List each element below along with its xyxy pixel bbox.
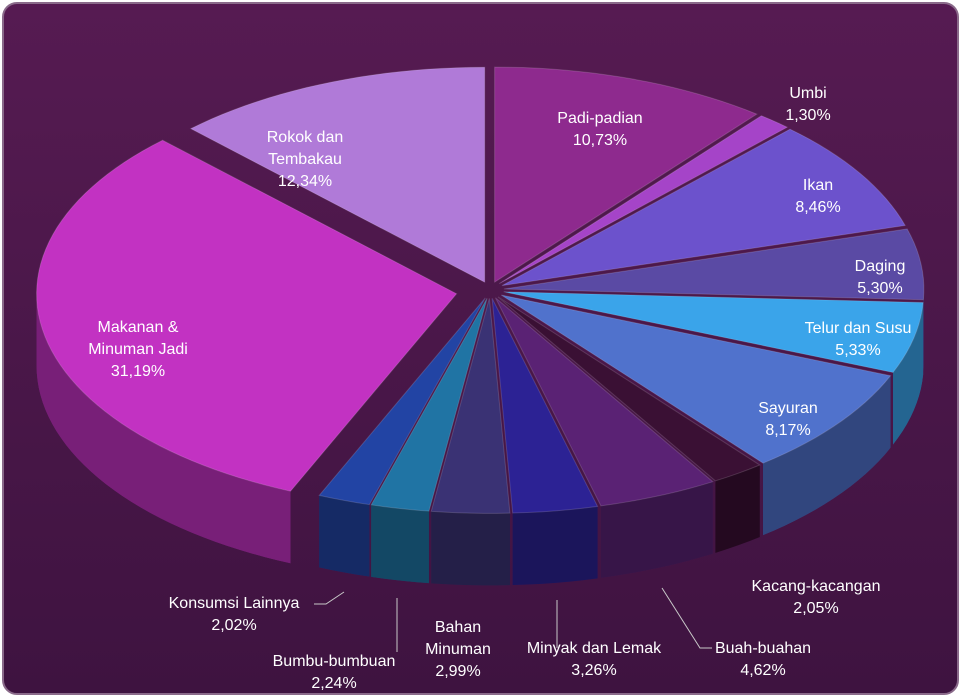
value-label: 2,02% [211, 617, 257, 634]
slice [498, 115, 789, 285]
data-label: Umbi 1,30% [785, 83, 830, 127]
slice-side [431, 511, 510, 586]
category-label: Ikan [802, 177, 834, 194]
data-label: Padi-padian 10,73% [557, 108, 642, 152]
leader-line [314, 591, 345, 605]
category-label: Kacang-kacangan [751, 578, 881, 595]
slice-side [923, 289, 924, 372]
slice-side [715, 465, 760, 553]
slice [500, 294, 892, 464]
leader-line [661, 587, 712, 649]
slice-side-shade [371, 504, 429, 584]
slice-side-shade [600, 481, 713, 578]
slice [36, 139, 458, 492]
slice [189, 66, 486, 284]
value-label: 31,19% [110, 363, 166, 380]
slice-side-shade [319, 495, 370, 577]
slice [503, 291, 924, 374]
data-label: Ikan 8,46% [795, 175, 840, 219]
value-label: 2,99% [435, 663, 481, 680]
slice-side [512, 506, 598, 586]
slice [370, 297, 488, 512]
category-label: Buah-buahan [714, 640, 812, 657]
category-label: Bumbu-bumbuan [272, 653, 396, 670]
value-label: 8,17% [765, 422, 811, 439]
value-label: 1,30% [785, 107, 831, 124]
category-label: Minyak dan Lemak [526, 640, 662, 657]
slice-side [762, 375, 891, 536]
slice [318, 297, 486, 506]
slice [503, 228, 925, 301]
slice-side [371, 504, 429, 584]
data-label: Sayuran 8,17% [758, 398, 818, 442]
value-label: 2,24% [311, 675, 357, 692]
data-label: Bahan Minuman 2,99% [413, 617, 503, 683]
slice [501, 128, 907, 287]
category-label: Makanan & Minuman Jadi [88, 319, 188, 358]
category-label: Rokok dan Tembakau [266, 129, 344, 168]
value-label: 4,62% [740, 662, 786, 679]
data-label: Konsumsi Lainnya 2,02% [169, 593, 300, 637]
data-label: Minyak dan Lemak 3,26% [527, 638, 661, 682]
slice [494, 297, 714, 507]
slice-side-shade [36, 293, 291, 564]
value-label: 5,30% [857, 280, 903, 297]
slice-side-shade [762, 375, 891, 536]
value-label: 10,73% [572, 132, 628, 149]
value-label: 5,33% [835, 342, 881, 359]
category-label: Telur dan Susu [804, 320, 912, 337]
slice-side-shade [715, 465, 760, 553]
category-label: Daging [854, 258, 906, 275]
data-label: Rokok dan Tembakau 12,34% [245, 127, 365, 193]
category-label: Sayuran [758, 400, 818, 417]
data-label: Makanan & Minuman Jadi 31,19% [63, 317, 213, 383]
slice-side-shade [512, 506, 598, 586]
value-label: 8,46% [795, 199, 841, 216]
value-label: 3,26% [571, 662, 617, 679]
slice [494, 66, 758, 283]
category-label: Umbi [789, 85, 827, 102]
category-label: Konsumsi Lainnya [168, 595, 300, 612]
slice-side [319, 495, 370, 577]
slice [430, 298, 511, 514]
data-label: Buah-buahan 4,62% [715, 638, 811, 682]
value-label: 2,05% [793, 600, 839, 617]
data-label: Daging 5,30% [855, 256, 906, 300]
slice [491, 298, 599, 514]
data-label: Bumbu-bumbuan 2,24% [273, 651, 396, 695]
value-label: 12,34% [277, 173, 333, 190]
slice-side-shade [893, 302, 924, 445]
slice-side-shade [923, 289, 924, 372]
slice-side [36, 293, 291, 564]
category-label: Padi-padian [557, 110, 643, 127]
data-label: Telur dan Susu 5,33% [805, 318, 912, 362]
slice-side [893, 302, 924, 445]
data-label: Kacang-kacangan 2,05% [752, 576, 881, 620]
slice-side-shade [431, 511, 510, 586]
slice-side [600, 481, 713, 578]
category-label: Bahan Minuman [425, 619, 491, 658]
slice [497, 296, 761, 482]
